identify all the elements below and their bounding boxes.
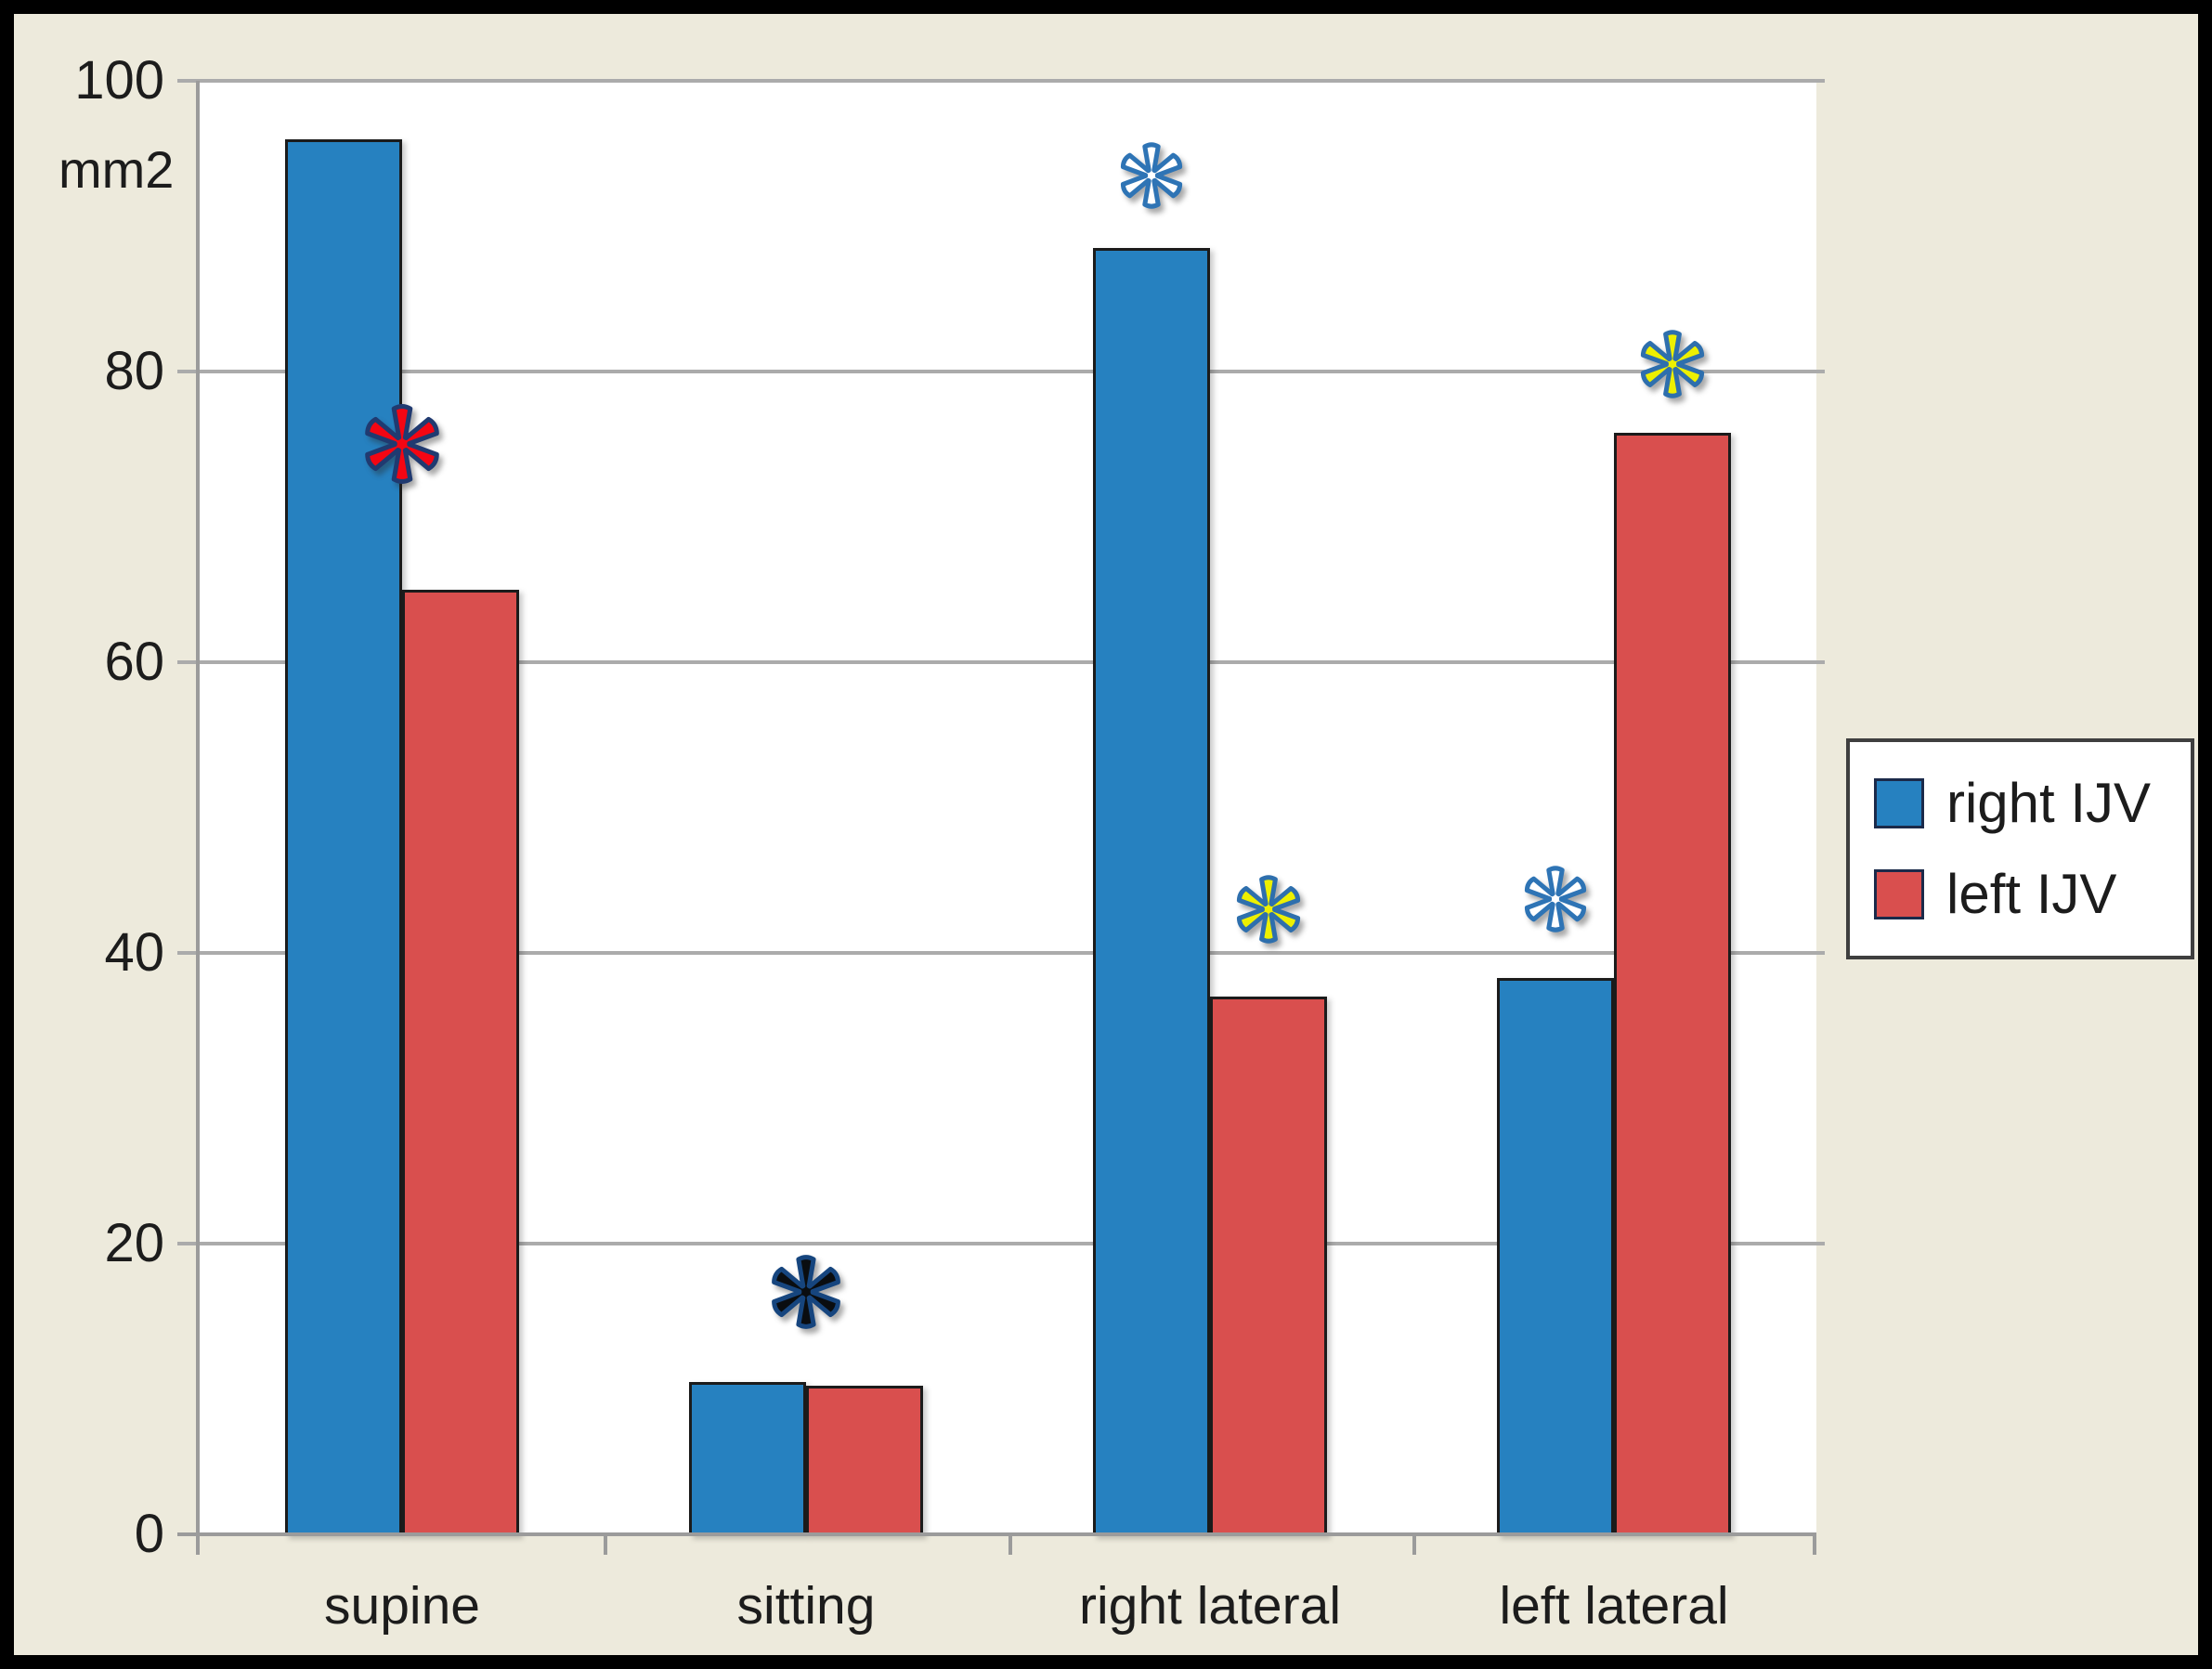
x-axis-tick-3 (1813, 1534, 1816, 1555)
asterisk-annotation-right-lateral-3 (1236, 875, 1301, 944)
legend-label-right-ijv: right IJV (1946, 771, 2152, 834)
asterisk-glyph (1640, 330, 1705, 398)
y-axis-tick-label-60: 60 (104, 632, 164, 692)
asterisk-glyph (1120, 142, 1183, 209)
y-axis-unit-label: mm2 (59, 140, 175, 199)
gridline-80 (177, 370, 1825, 373)
asterisk-annotation-left-lateral-4 (1524, 866, 1587, 932)
legend-swatch-left-ijv (1874, 869, 1924, 920)
y-axis-tick-label-80: 80 (104, 341, 164, 401)
bar-right-ijv-supine (285, 138, 402, 1536)
asterisk-annotation-sitting-1 (772, 1254, 840, 1329)
asterisk-glyph (365, 404, 439, 485)
bar-left-ijv-left-lateral (1614, 432, 1731, 1536)
y-axis-tick-label-0: 0 (134, 1504, 164, 1564)
y-axis-tick-label-100: 100 (74, 50, 164, 111)
bar-left-ijv-supine (402, 589, 519, 1536)
gridline-100 (177, 79, 1825, 83)
legend-swatch-right-ijv (1874, 777, 1924, 828)
asterisk-glyph (1236, 875, 1301, 944)
asterisk-glyph (772, 1254, 840, 1329)
chart-plot-area: 0 20 40 60 80 100 supine sitting right lateral le… (14, 14, 2198, 1655)
legend-label-left-ijv: left IJV (1946, 863, 2117, 926)
gridline-60 (177, 660, 1825, 664)
y-axis-line (196, 81, 200, 1555)
bar-left-ijv-sitting (806, 1386, 923, 1536)
legend: right IJV left IJV (1846, 738, 2194, 959)
y-axis-tick-label-20: 20 (104, 1213, 164, 1273)
x-axis-tick-1 (1008, 1534, 1012, 1555)
legend-item-left-ijv: left IJV (1874, 864, 2191, 925)
bar-right-ijv-sitting (689, 1381, 806, 1536)
x-axis-tick-0 (604, 1534, 607, 1555)
bar-right-ijv-right-lateral (1093, 247, 1210, 1536)
x-axis-label-left-lateral: left lateral (1499, 1576, 1729, 1636)
asterisk-annotation-left-lateral-5 (1640, 330, 1705, 398)
legend-item-right-ijv: right IJV (1874, 771, 2191, 834)
x-axis-tick-2 (1412, 1534, 1416, 1555)
bar-right-ijv-left-lateral (1497, 977, 1614, 1536)
bar-left-ijv-right-lateral (1210, 996, 1327, 1536)
x-axis-label-supine: supine (324, 1576, 480, 1636)
asterisk-glyph (1524, 866, 1587, 932)
asterisk-annotation-supine-0 (365, 404, 439, 485)
x-axis-label-right-lateral: right lateral (1079, 1576, 1341, 1636)
gridline-40 (177, 951, 1825, 955)
x-axis-label-sitting: sitting (736, 1576, 876, 1636)
gridline-20 (177, 1242, 1825, 1245)
x-axis-line (177, 1532, 1816, 1536)
asterisk-annotation-right-lateral-2 (1120, 142, 1183, 209)
y-axis-tick-label-40: 40 (104, 922, 164, 983)
